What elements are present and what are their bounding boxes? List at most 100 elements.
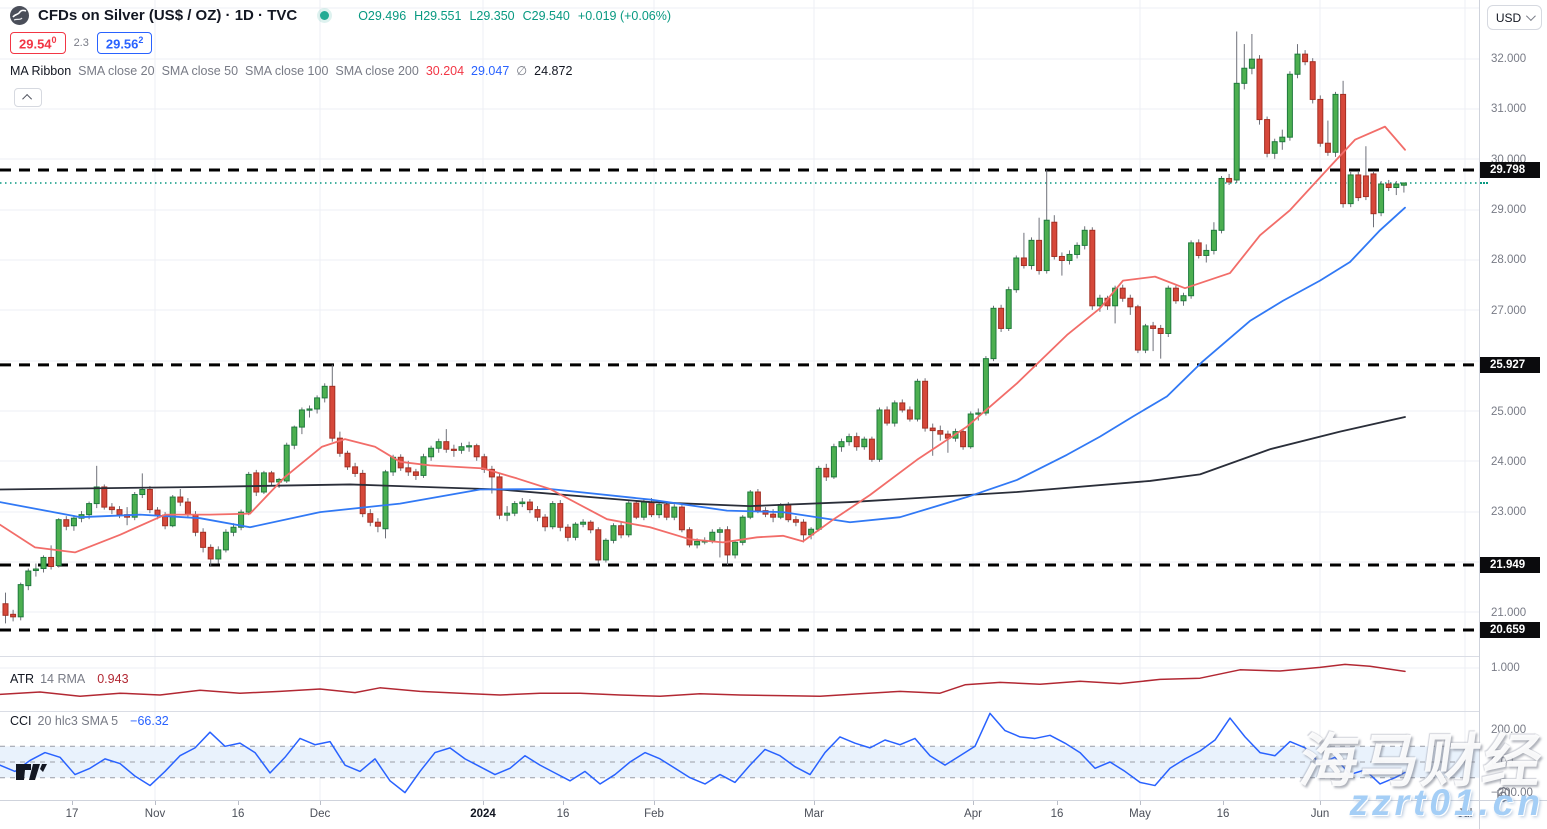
cci-legend[interactable]: CCI 20 hlc3 SMA 5 −66.32: [10, 714, 169, 728]
candle: [511, 503, 518, 514]
price-axis-label: 0.00: [1491, 756, 1514, 768]
candle: [374, 521, 381, 527]
candle: [1400, 182, 1407, 186]
candle: [1248, 58, 1255, 69]
spread-value: 2.3: [73, 37, 89, 50]
indicator-name: CCI: [10, 714, 32, 728]
symbol-header: CFDs on Silver (US$ / OZ) · 1D · TVC O29…: [10, 6, 671, 25]
indicator-name: MA Ribbon: [10, 63, 72, 78]
candle: [671, 506, 678, 518]
candle: [891, 402, 898, 424]
axis-border: [0, 800, 1547, 801]
candle: [1302, 53, 1309, 63]
candle: [184, 501, 191, 516]
candle: [488, 468, 495, 478]
ma-ribbon-legend[interactable]: MA Ribbon SMA close 20 SMA close 50 SMA …: [10, 63, 573, 79]
time-axis-label: Nov: [144, 808, 166, 820]
gear-icon[interactable]: [1495, 786, 1512, 803]
quote-row: 29.540 2.3 29.562: [10, 32, 153, 55]
candle: [1074, 244, 1081, 255]
price-axis-label: 29.000: [1491, 204, 1527, 216]
candlestick-chart[interactable]: [0, 0, 1479, 800]
market-status-icon[interactable]: [320, 11, 330, 20]
time-axis-label: Apr: [964, 808, 982, 820]
candle: [534, 509, 541, 518]
candle: [1119, 287, 1126, 299]
sell-button[interactable]: 29.540: [10, 32, 66, 55]
candle: [975, 412, 982, 415]
candle: [291, 426, 298, 446]
candle: [610, 525, 617, 541]
candle: [48, 556, 55, 567]
candle: [25, 570, 32, 587]
sma200-value: 24.872: [534, 63, 573, 78]
candle: [1271, 141, 1278, 154]
indicator-param: SMA close 100: [245, 63, 329, 78]
candle: [648, 501, 655, 516]
candle: [1043, 219, 1050, 272]
candle: [732, 541, 739, 556]
price-axis[interactable]: USD 32.000 31.000 30.000 29.000 28.000 27.000…: [1480, 0, 1547, 800]
time-axis-label: Mar: [804, 808, 824, 820]
candle: [557, 503, 564, 528]
candle: [1013, 257, 1020, 291]
price-line-dots: [1480, 182, 1488, 184]
candle: [792, 519, 799, 523]
candle: [298, 409, 305, 428]
candle: [17, 584, 24, 618]
candle: [1028, 239, 1035, 267]
price-axis-label: 31.000: [1491, 103, 1527, 115]
candle: [420, 456, 427, 476]
buy-button[interactable]: 29.562: [96, 32, 153, 55]
candle: [914, 380, 921, 420]
pane-divider[interactable]: [0, 656, 1547, 657]
candle: [1393, 183, 1400, 189]
candle: [777, 504, 784, 518]
candle: [542, 516, 549, 528]
candle: [853, 436, 860, 448]
candle: [329, 385, 336, 439]
candle: [1264, 119, 1271, 154]
atr-legend[interactable]: ATR 14 RMA 0.943: [10, 672, 129, 686]
candle: [686, 529, 693, 546]
price-axis-label: 1.000: [1491, 662, 1520, 674]
candle: [747, 491, 754, 518]
candle: [990, 307, 997, 360]
candle: [838, 441, 845, 448]
candle: [899, 402, 906, 411]
candle: [1188, 242, 1195, 297]
high-value: H29.551: [414, 8, 462, 23]
symbol-title[interactable]: CFDs on Silver (US$ / OZ) · 1D · TVC: [38, 7, 298, 24]
candle: [1332, 93, 1339, 153]
sma200-line: [0, 416, 1406, 508]
candle: [1150, 325, 1157, 329]
time-axis[interactable]: 17 Nov 16 Dec 2024 16 Feb Mar Apr 16 May 16 Jun Jul: [0, 801, 1547, 829]
currency-dropdown[interactable]: USD: [1487, 5, 1542, 30]
price-axis-label: 200.00: [1491, 724, 1527, 736]
candle: [982, 358, 989, 414]
candle: [944, 433, 951, 439]
chevron-up-icon: [21, 93, 32, 104]
candle: [10, 613, 17, 618]
candle: [222, 531, 229, 551]
candle: [1347, 174, 1354, 205]
atr-line: [0, 663, 1406, 697]
ohlc-values: O29.496 H29.551 L29.350 C29.540 +0.019 (…: [358, 9, 671, 23]
candle: [1081, 229, 1088, 246]
pane-divider[interactable]: [0, 711, 1547, 712]
candle: [32, 568, 39, 572]
currency-label: USD: [1495, 10, 1522, 25]
candle: [1385, 183, 1392, 189]
time-axis-label: 16: [231, 808, 245, 820]
candle: [1340, 93, 1347, 205]
candle: [1066, 253, 1073, 261]
collapse-legend-button[interactable]: [14, 88, 42, 107]
candle: [146, 488, 153, 511]
candle: [336, 437, 343, 454]
sma20-value: 30.204: [425, 63, 465, 78]
candle: [314, 397, 321, 410]
candle: [131, 494, 138, 518]
candle: [268, 472, 275, 483]
candle: [93, 486, 100, 505]
candle: [1112, 287, 1119, 307]
